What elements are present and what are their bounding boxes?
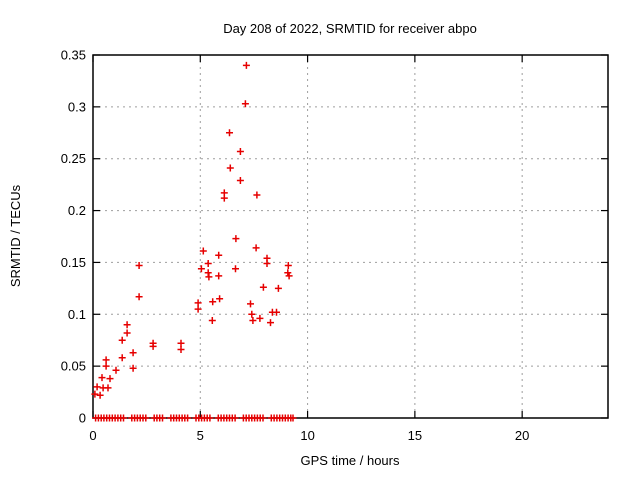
y-tick-label: 0.2	[68, 203, 86, 218]
data-point-marker	[241, 100, 249, 108]
data-point-marker	[194, 299, 202, 307]
x-axis-label: GPS time / hours	[301, 453, 400, 468]
data-point-marker	[149, 342, 157, 350]
chart-title: Day 208 of 2022, SRMTID for receiver abp…	[223, 21, 477, 36]
data-point-marker	[256, 314, 264, 322]
data-point-marker	[199, 247, 207, 255]
data-point-marker	[236, 177, 244, 184]
y-tick-label: 0.05	[61, 359, 86, 374]
y-axis-label: SRMTID / TECUs	[8, 184, 23, 287]
data-point-marker	[112, 366, 120, 374]
tick-labels: 0 0.05 0.1 0.15 0.2 0.25 0.3 0.35 0 5 10 15 20	[61, 48, 530, 444]
data-point-marker	[135, 293, 143, 301]
data-point-marker	[102, 362, 110, 370]
data-point-marker	[104, 384, 112, 392]
data-point-marker	[208, 317, 216, 324]
x-tick-label: 10	[300, 428, 314, 443]
data-point-marker	[205, 273, 213, 281]
zero-row-marker	[231, 414, 239, 422]
data-point-marker	[135, 262, 143, 269]
data-point-marker	[98, 374, 106, 382]
y-tick-label: 0	[79, 411, 86, 426]
x-tick-label: 15	[408, 428, 422, 443]
x-tick-label: 20	[515, 428, 529, 443]
data-point-marker	[197, 265, 205, 273]
data-point-marker	[123, 329, 131, 337]
data-point-marker	[248, 310, 256, 318]
data-point-marker	[267, 319, 274, 327]
data-point-marker	[249, 317, 257, 324]
zero-row-marker	[206, 414, 214, 422]
data-point-marker	[220, 194, 228, 202]
data-point-marker	[177, 346, 185, 353]
data-point-marker	[177, 339, 185, 347]
zero-row-marker	[289, 414, 297, 422]
plot-border	[92, 54, 609, 419]
data-point-marker	[247, 300, 254, 308]
data-point-marker	[263, 260, 271, 267]
zero-row-marker	[142, 414, 150, 422]
data-point-marker	[118, 336, 126, 344]
data-point-marker	[216, 295, 224, 303]
data-point-marker	[232, 235, 240, 243]
y-tick-label: 0.25	[61, 151, 86, 166]
data-point-marker	[129, 364, 137, 372]
zero-row-marker	[159, 414, 166, 422]
axis-ticks	[92, 54, 608, 419]
data-point-marker	[273, 308, 280, 316]
zero-row-marker	[259, 414, 267, 422]
data-point-marker	[285, 272, 293, 280]
data-point-marker	[91, 390, 99, 398]
data-point-marker	[253, 191, 261, 199]
data-point-marker	[123, 321, 131, 329]
x-tick-label: 5	[197, 428, 204, 443]
data-point-marker	[232, 265, 239, 273]
data-point-marker	[102, 356, 110, 364]
data-point-marker	[194, 305, 202, 313]
data-point-marker	[215, 272, 223, 280]
data-point-marker	[226, 129, 233, 137]
data-point-marker	[259, 283, 267, 291]
y-tick-label: 0.15	[61, 255, 86, 270]
y-tick-label: 0.1	[68, 307, 86, 322]
data-point-marker	[252, 244, 260, 252]
zero-row-marker	[120, 414, 127, 422]
data-point-marker	[209, 298, 217, 306]
data-point-marker	[284, 262, 292, 269]
data-point-marker	[236, 148, 244, 155]
data-point-marker	[274, 284, 282, 292]
y-tick-label: 0.35	[61, 48, 86, 63]
grid-lines	[93, 55, 608, 418]
zero-row-markers	[92, 414, 297, 422]
data-point-marker	[215, 251, 223, 259]
data-point-marker	[226, 164, 234, 172]
zero-row-marker	[184, 414, 192, 422]
x-tick-label: 0	[89, 428, 96, 443]
data-point-marker	[129, 349, 137, 357]
y-tick-label: 0.3	[68, 99, 86, 114]
data-point-marker	[106, 375, 114, 383]
data-point-marker	[242, 61, 250, 69]
data-point-markers	[91, 61, 293, 399]
data-point-marker	[284, 269, 292, 277]
data-point-marker	[118, 354, 126, 362]
data-point-marker	[93, 383, 101, 391]
data-point-marker	[96, 391, 104, 399]
data-point-marker	[204, 260, 212, 267]
